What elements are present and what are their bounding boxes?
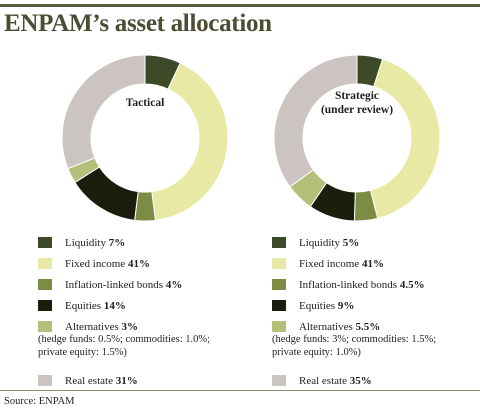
legend-value: 4% bbox=[165, 279, 183, 291]
legend-swatch bbox=[272, 321, 286, 332]
legend-value: 7% bbox=[108, 237, 126, 249]
legend-swatch bbox=[38, 375, 52, 386]
strategic-legend-item: Liquidity 5% bbox=[272, 235, 480, 256]
legend-label: Inflation-linked bonds 4.5% bbox=[299, 278, 425, 292]
tactical-legend-item: Equities 14% bbox=[38, 298, 258, 319]
legend-label: Real estate 31% bbox=[65, 374, 138, 388]
legend-label: Equities 9% bbox=[299, 299, 354, 313]
tactical-legend-item: Liquidity 7% bbox=[38, 235, 258, 256]
note-line: (hedge funds: 3%; commodities: 1.5%; bbox=[272, 334, 437, 345]
top-rule bbox=[0, 4, 480, 7]
legend-label: Alternatives 3% bbox=[65, 320, 138, 334]
legend-value: 41% bbox=[361, 258, 384, 270]
bottom-rule bbox=[0, 390, 480, 391]
legend-swatch bbox=[38, 300, 52, 311]
tactical-center-label: Tactical bbox=[125, 97, 165, 109]
note-line: private equity: 1.0%) bbox=[272, 346, 361, 358]
tactical-legend-item: Alternatives 3% bbox=[38, 319, 258, 340]
legend-category: Fixed income bbox=[299, 258, 362, 270]
strategic-legend-item: Fixed income 41% bbox=[272, 256, 480, 277]
legend-swatch bbox=[272, 237, 286, 248]
legend-value: 4.5% bbox=[399, 279, 425, 291]
legend-swatch bbox=[38, 237, 52, 248]
source-note: Source: ENPAM bbox=[4, 396, 75, 407]
tactical-slice-real-estate bbox=[61, 54, 146, 170]
legend-label: Alternatives 5.5% bbox=[299, 320, 380, 334]
legend-label: Liquidity 7% bbox=[65, 236, 125, 250]
tactical-alternatives-note: (hedge funds: 0.5%; commodities: 1.0%; pr… bbox=[38, 334, 258, 373]
legend-category: Inflation-linked bonds bbox=[65, 279, 166, 291]
legend-value: 41% bbox=[127, 258, 150, 270]
strategic-center-line-2: (under review) bbox=[320, 104, 394, 116]
tactical-legend-item: Fixed income 41% bbox=[38, 256, 258, 277]
legend-category: Equities bbox=[65, 300, 104, 312]
strategic-center-label: Strategic (under review) bbox=[297, 89, 417, 117]
legend-category: Alternatives bbox=[299, 321, 356, 333]
note-line: private equity: 1.5%) bbox=[38, 346, 127, 358]
legend-swatch bbox=[272, 279, 286, 290]
donut-charts bbox=[61, 54, 441, 222]
legend-value: 5% bbox=[342, 237, 360, 249]
legend-value: 5.5% bbox=[355, 321, 381, 333]
legend-category: Real estate bbox=[299, 375, 350, 387]
chart-title: ENPAM’s asset allocation bbox=[4, 10, 272, 37]
strategic-legend-item: Inflation-linked bonds 4.5% bbox=[272, 277, 480, 298]
strategic-legend-item: Equities 9% bbox=[272, 298, 480, 319]
legend-swatch bbox=[272, 375, 286, 386]
legend-category: Real estate bbox=[65, 375, 116, 387]
legend-swatch bbox=[38, 321, 52, 332]
tactical-slice-fixed-income bbox=[151, 62, 229, 221]
strategic-center-line-1: Strategic bbox=[334, 90, 380, 102]
legend-value: 9% bbox=[337, 300, 355, 312]
legend-category: Alternatives bbox=[65, 321, 122, 333]
strategic-slice-fixed-income bbox=[369, 58, 441, 220]
tactical-legend-item: Real estate 31% bbox=[38, 373, 258, 394]
legend-swatch bbox=[38, 258, 52, 269]
legend-label: Fixed income 41% bbox=[299, 257, 384, 271]
legend-category: Inflation-linked bonds bbox=[299, 279, 400, 291]
legend-swatch bbox=[38, 279, 52, 290]
tactical-legend-item: Inflation-linked bonds 4% bbox=[38, 277, 258, 298]
note-line: (hedge funds: 0.5%; commodities: 1.0%; bbox=[38, 334, 211, 345]
legend-value: 14% bbox=[103, 300, 126, 312]
tactical-legend: Liquidity 7% Fixed income 41% Inflation-li… bbox=[38, 235, 258, 394]
legend-category: Equities bbox=[299, 300, 338, 312]
legend-swatch bbox=[272, 258, 286, 269]
legend-category: Fixed income bbox=[65, 258, 128, 270]
legend-value: 31% bbox=[115, 375, 138, 387]
legend-label: Inflation-linked bonds 4% bbox=[65, 278, 182, 292]
legend-value: 3% bbox=[121, 321, 139, 333]
legend-swatch bbox=[272, 300, 286, 311]
legend-label: Fixed income 41% bbox=[65, 257, 150, 271]
strategic-legend: Liquidity 5% Fixed income 41% Inflation-li… bbox=[272, 235, 480, 394]
strategic-legend-item: Alternatives 5.5% bbox=[272, 319, 480, 340]
strategic-legend-item: Real estate 35% bbox=[272, 373, 480, 394]
legend-value: 35% bbox=[349, 375, 372, 387]
legend-category: Liquidity bbox=[299, 237, 343, 249]
legend-category: Liquidity bbox=[65, 237, 109, 249]
legend-label: Liquidity 5% bbox=[299, 236, 359, 250]
legend-label: Equities 14% bbox=[65, 299, 126, 313]
strategic-alternatives-note: (hedge funds: 3%; commodities: 1.5%; priv… bbox=[272, 334, 480, 373]
strategic-slice-real-estate bbox=[273, 54, 358, 188]
legend-label: Real estate 35% bbox=[299, 374, 372, 388]
